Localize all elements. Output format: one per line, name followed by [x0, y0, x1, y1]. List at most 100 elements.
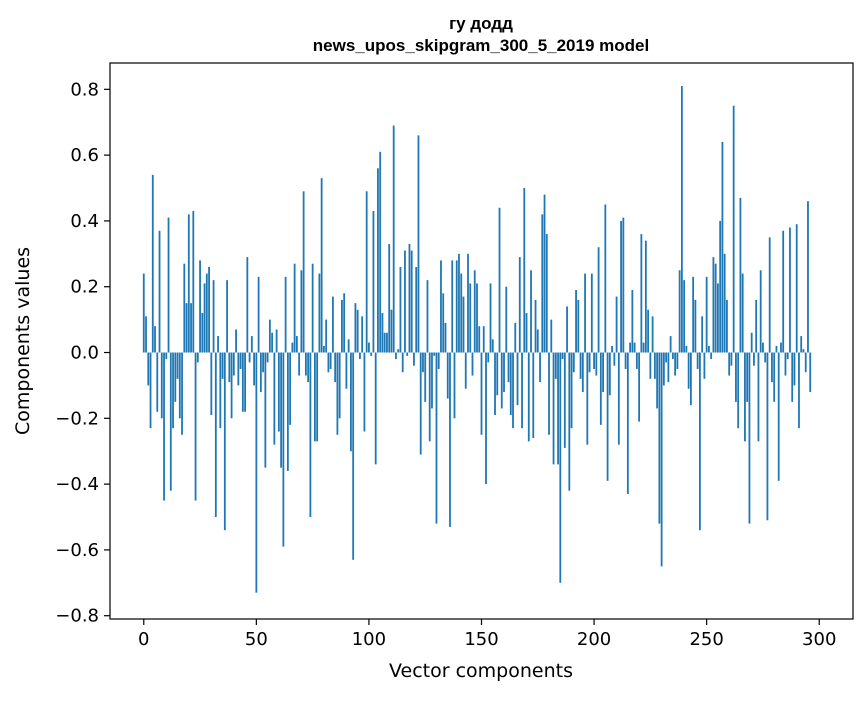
bar-246	[696, 352, 699, 369]
bar-183	[554, 352, 557, 379]
bar-188	[566, 306, 568, 353]
bar-35	[221, 352, 224, 379]
bar-103	[374, 352, 377, 465]
bar-86	[336, 352, 339, 435]
bar-111	[392, 125, 395, 353]
bar-85	[334, 352, 337, 383]
bar-22	[192, 211, 195, 353]
bar-152	[485, 352, 487, 485]
bar-115	[401, 352, 404, 373]
bar-48	[250, 336, 253, 353]
bar-143	[464, 352, 467, 389]
bar-101	[370, 352, 373, 356]
y-tick-label: −0.8	[55, 606, 99, 627]
bar-97	[361, 316, 364, 353]
x-tick-label: 300	[802, 629, 836, 650]
bar-291	[798, 352, 800, 429]
bar-9	[163, 352, 165, 501]
bar-64	[286, 352, 289, 471]
bar-44	[241, 352, 244, 412]
bar-66	[291, 342, 294, 353]
bar-206	[606, 352, 609, 481]
bar-158	[498, 207, 501, 353]
bar-198	[588, 352, 591, 373]
bar-91	[347, 339, 350, 353]
bar-165	[514, 322, 517, 353]
bar-41	[235, 329, 237, 353]
bar-18	[183, 263, 186, 353]
bar-142	[462, 296, 465, 353]
bar-78	[318, 273, 321, 353]
bar-182	[552, 352, 555, 465]
bar-174	[534, 299, 537, 353]
bar-5	[154, 326, 156, 353]
bar-208	[611, 345, 613, 353]
bar-217	[631, 290, 634, 353]
bar-147	[473, 270, 476, 353]
bar-118	[408, 243, 411, 353]
bar-271	[753, 352, 755, 366]
bar-141	[460, 273, 463, 353]
bar-279	[771, 352, 773, 383]
bar-29	[208, 266, 210, 353]
bar-151	[482, 326, 485, 353]
bar-10	[165, 352, 168, 360]
bar-169	[523, 188, 526, 353]
bar-229	[658, 352, 661, 524]
bar-12	[169, 352, 172, 491]
bar-105	[379, 151, 382, 353]
bar-270	[750, 332, 753, 353]
bar-286	[786, 352, 789, 360]
bar-253	[712, 257, 715, 353]
bar-266	[741, 273, 744, 353]
bar-38	[228, 352, 231, 383]
bar-57	[271, 332, 274, 353]
chart-subtitle: news_upos_skipgram_300_5_2019 model	[313, 36, 649, 55]
bar-109	[388, 243, 391, 353]
bar-110	[390, 309, 393, 353]
bar-112	[395, 352, 397, 360]
bar-127	[428, 352, 431, 442]
bar-289	[793, 352, 796, 386]
bar-140	[458, 253, 460, 353]
bar-200	[593, 352, 595, 369]
bar-258	[723, 253, 726, 353]
bar-278	[768, 237, 771, 353]
bar-264	[737, 352, 740, 429]
bar-52	[259, 352, 262, 392]
bar-219	[635, 352, 638, 369]
bar-125	[424, 352, 427, 402]
bar-245	[694, 299, 697, 353]
bar-156	[494, 352, 496, 416]
bar-173	[532, 352, 535, 439]
bar-262	[732, 105, 735, 353]
bar-135	[446, 352, 449, 399]
bar-190	[570, 352, 573, 429]
bar-274	[759, 270, 762, 353]
bar-295	[807, 201, 809, 353]
x-tick-label: 100	[352, 629, 386, 650]
bar-40	[232, 352, 235, 376]
bar-65	[289, 352, 292, 425]
bar-88	[341, 299, 343, 353]
bar-121	[415, 266, 418, 353]
bar-265	[739, 197, 742, 353]
bar-92	[350, 352, 352, 452]
bar-160	[503, 352, 505, 392]
bar-58	[273, 352, 276, 445]
bar-230	[660, 352, 663, 567]
bar-108	[386, 332, 388, 353]
y-tick-label: 0.2	[70, 277, 99, 298]
bar-39	[230, 352, 233, 419]
bar-13	[172, 352, 174, 429]
bar-178	[543, 194, 546, 353]
bar-216	[629, 342, 631, 353]
bar-207	[608, 352, 611, 396]
bar-62	[282, 352, 285, 547]
bar-89	[343, 293, 346, 353]
bar-51	[257, 276, 260, 353]
bar-76	[313, 352, 316, 442]
bar-145	[469, 283, 472, 353]
bar-133	[442, 293, 445, 353]
